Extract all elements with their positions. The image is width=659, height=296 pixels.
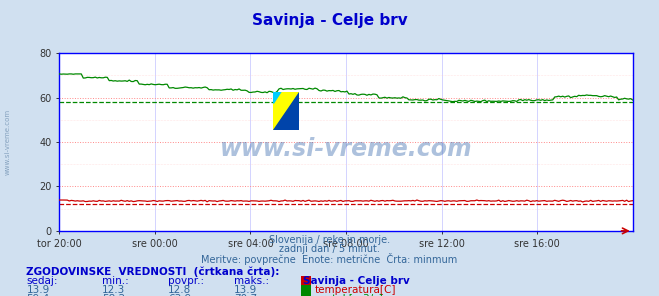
Text: min.:: min.: xyxy=(102,276,129,286)
Text: sedaj:: sedaj: xyxy=(26,276,58,286)
Text: 59.4: 59.4 xyxy=(26,294,49,296)
Text: www.si-vreme.com: www.si-vreme.com xyxy=(5,109,11,175)
Polygon shape xyxy=(273,92,281,103)
Text: pretok[m3/s]: pretok[m3/s] xyxy=(315,294,383,296)
Text: 70.7: 70.7 xyxy=(234,294,257,296)
Text: 13.9: 13.9 xyxy=(26,285,49,295)
Text: zadnji dan / 5 minut.: zadnji dan / 5 minut. xyxy=(279,244,380,254)
Text: maks.:: maks.: xyxy=(234,276,269,286)
Text: 58.2: 58.2 xyxy=(102,294,125,296)
Text: Savinja - Celje brv: Savinja - Celje brv xyxy=(303,276,410,286)
Text: Savinja - Celje brv: Savinja - Celje brv xyxy=(252,13,407,28)
Text: 12.8: 12.8 xyxy=(168,285,191,295)
Polygon shape xyxy=(273,92,299,130)
Text: Slovenija / reke in morje.: Slovenija / reke in morje. xyxy=(269,235,390,245)
Text: povpr.:: povpr.: xyxy=(168,276,204,286)
Text: www.si-vreme.com: www.si-vreme.com xyxy=(219,137,473,161)
Text: temperatura[C]: temperatura[C] xyxy=(315,285,397,295)
Text: 63.9: 63.9 xyxy=(168,294,191,296)
Text: Meritve: povprečne  Enote: metrične  Črta: minmum: Meritve: povprečne Enote: metrične Črta:… xyxy=(202,253,457,265)
Text: ZGODOVINSKE  VREDNOSTI  (črtkana črta):: ZGODOVINSKE VREDNOSTI (črtkana črta): xyxy=(26,266,279,277)
Text: 13.9: 13.9 xyxy=(234,285,257,295)
Polygon shape xyxy=(273,92,299,130)
Text: 12.3: 12.3 xyxy=(102,285,125,295)
